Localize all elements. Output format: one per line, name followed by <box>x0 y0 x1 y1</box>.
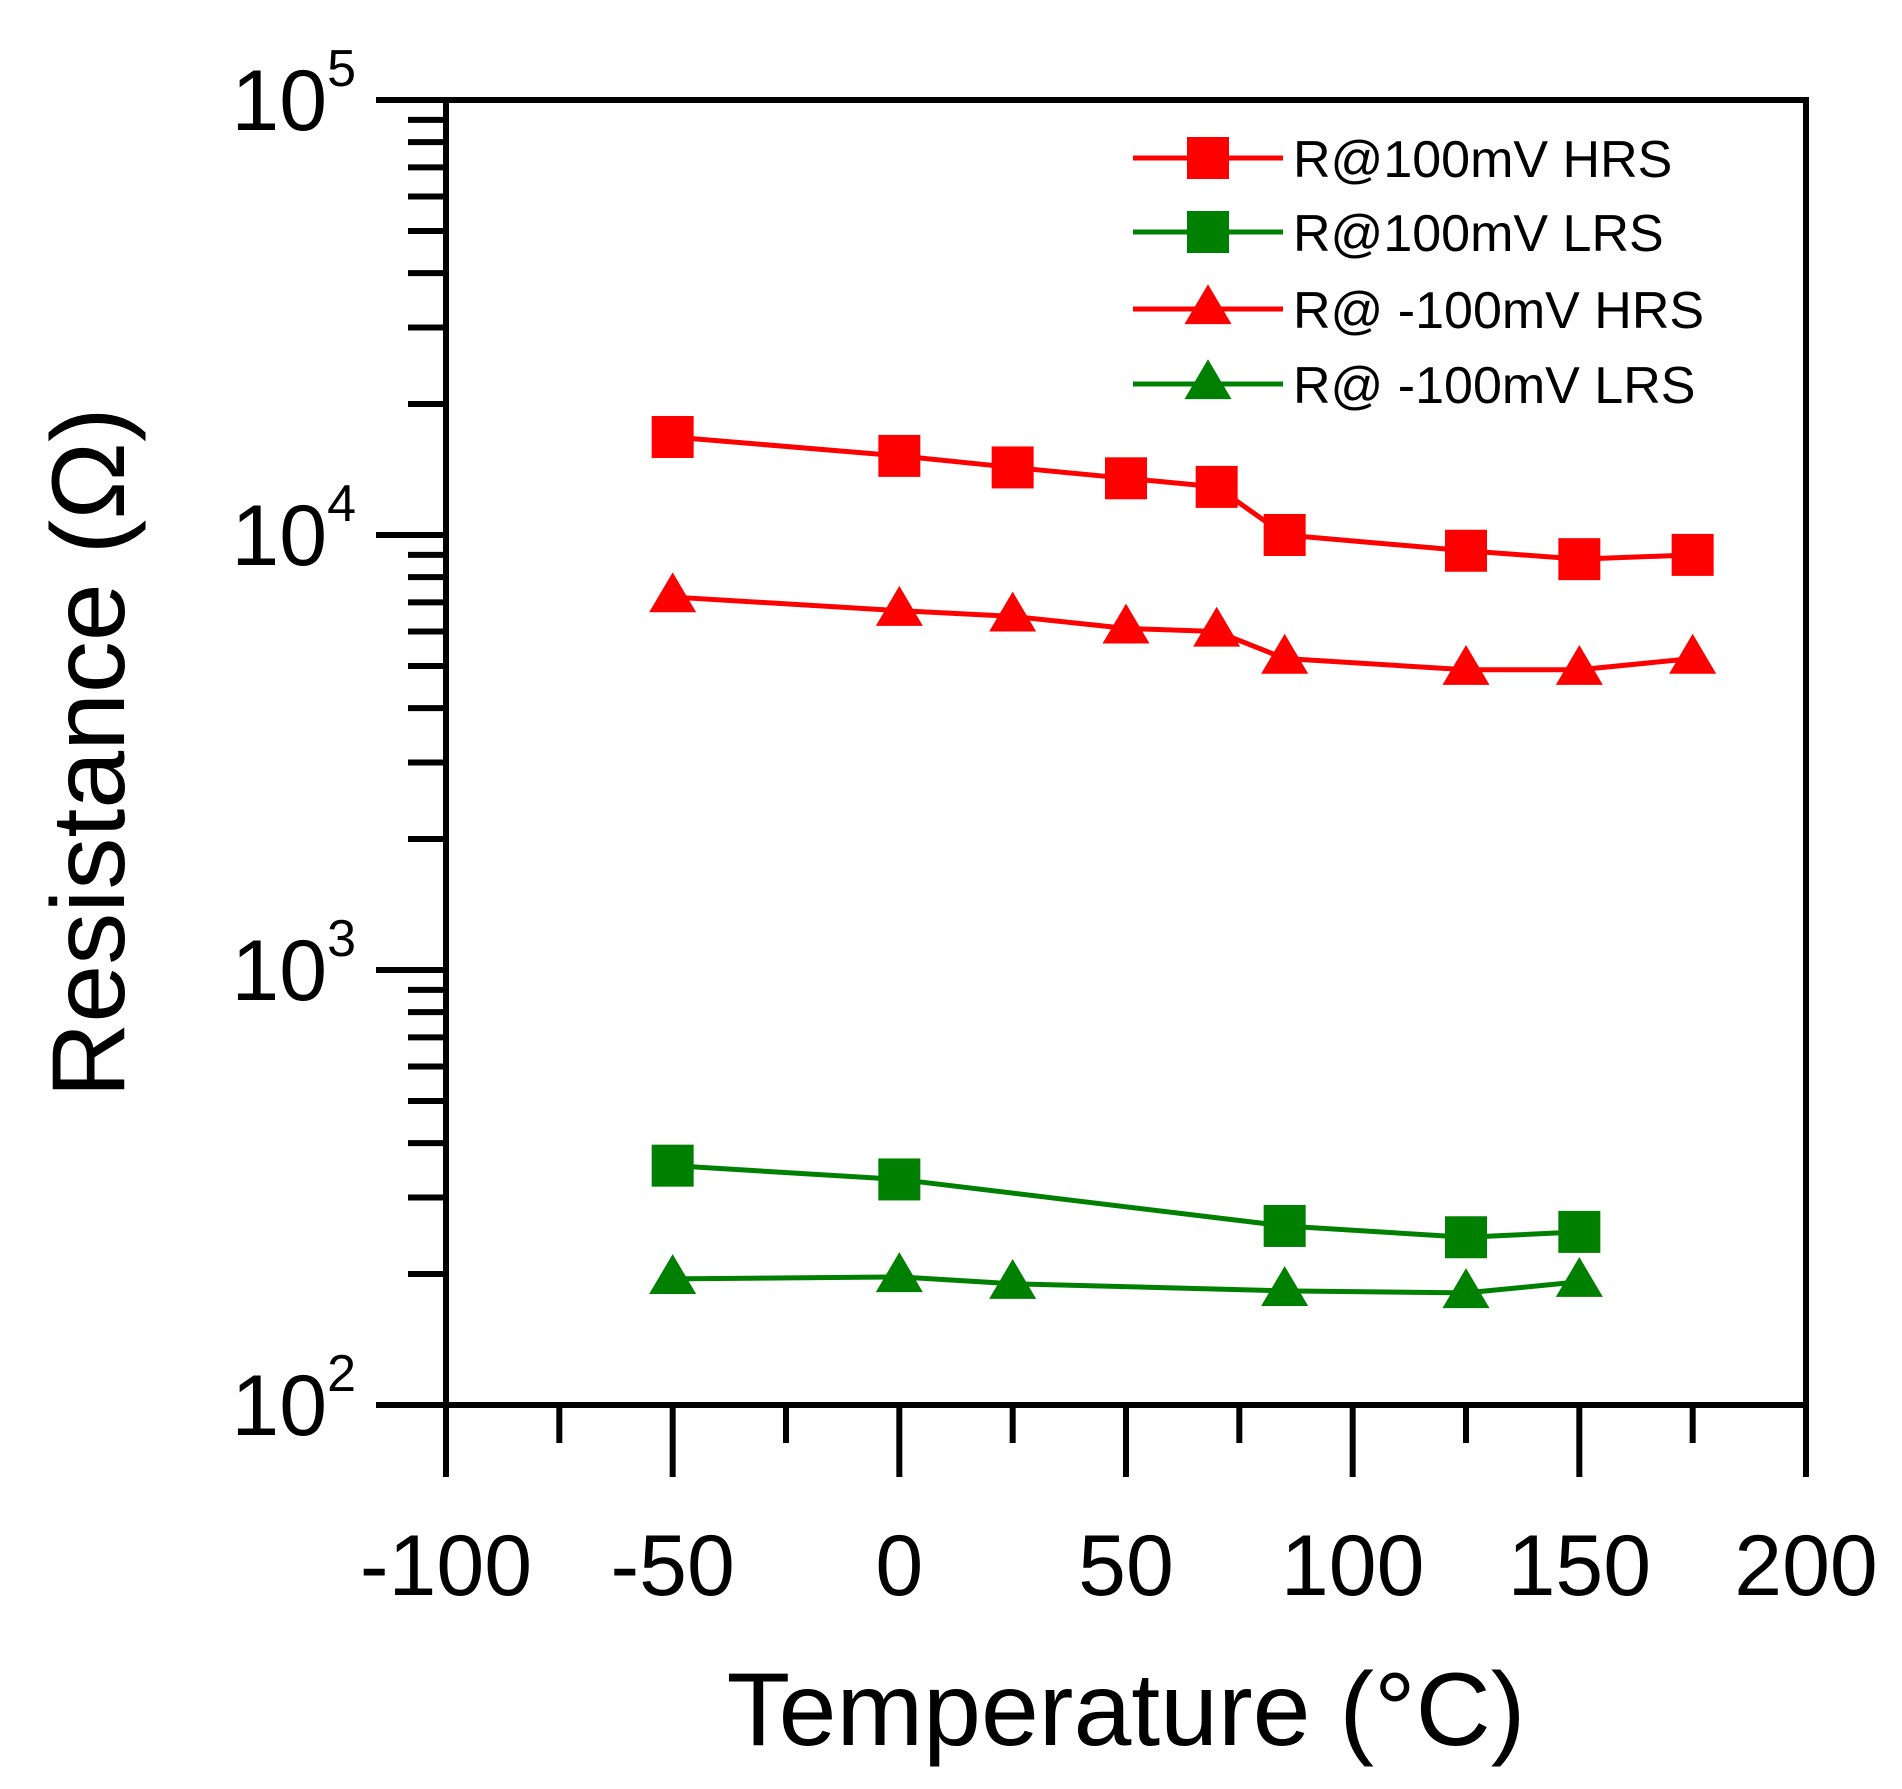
data-point <box>878 1158 921 1201</box>
y-tick-label: 104 <box>231 475 356 584</box>
data-point <box>1105 457 1147 500</box>
data-point <box>1555 1257 1603 1297</box>
legend-entry: R@ -100mV HRS <box>1133 282 1704 340</box>
data-point <box>989 1259 1037 1299</box>
data-point <box>1102 603 1150 644</box>
data-point <box>991 446 1034 489</box>
series-lines <box>672 434 1693 1296</box>
data-point <box>1558 1210 1601 1253</box>
x-tick-label: 0 <box>875 1518 923 1614</box>
legend-marker <box>1187 211 1229 253</box>
series-line-0 <box>672 434 1693 562</box>
x-axis-title: Temperature (°C) <box>727 1652 1526 1768</box>
data-point <box>651 1144 694 1187</box>
data-point <box>1669 633 1717 674</box>
y-tick-exponent: 5 <box>327 40 356 98</box>
legend-marker <box>1184 359 1232 400</box>
series-line-2 <box>672 594 1693 673</box>
y-tick-base: 10 <box>231 923 327 1019</box>
data-point <box>875 1252 923 1293</box>
x-tick-label: 100 <box>1281 1518 1425 1614</box>
x-tick-label: -50 <box>611 1518 735 1614</box>
y-tick-exponent: 2 <box>327 1345 356 1403</box>
data-point <box>649 1254 697 1294</box>
data-point <box>1263 514 1306 556</box>
y-tick-base: 10 <box>231 1358 327 1454</box>
x-tick-label: 50 <box>1078 1518 1174 1614</box>
y-tick-label: 103 <box>231 910 356 1019</box>
data-point <box>875 585 923 626</box>
data-point <box>651 415 694 458</box>
y-tick-exponent: 3 <box>327 910 356 968</box>
x-tick-label: -100 <box>360 1518 532 1614</box>
y-tick-label: 105 <box>231 40 356 149</box>
data-point <box>1558 538 1601 581</box>
legend-label: R@100mV LRS <box>1293 205 1664 263</box>
y-tick-exponent: 4 <box>327 475 356 533</box>
data-point <box>878 434 921 477</box>
data-point <box>1261 633 1309 674</box>
legend-label: R@ -100mV LRS <box>1293 357 1695 415</box>
data-point <box>1442 1268 1490 1309</box>
plot-frame <box>443 97 1809 1408</box>
data-point <box>1445 529 1487 572</box>
data-point <box>1263 1204 1306 1247</box>
axis-ticks <box>376 97 1809 1477</box>
series-line-1 <box>672 1163 1580 1240</box>
series-line-3 <box>672 1274 1580 1296</box>
y-axis-title: Resistance (Ω) <box>31 407 147 1097</box>
data-point <box>1261 1266 1309 1306</box>
data-point <box>1442 645 1490 685</box>
data-point <box>1671 533 1714 576</box>
data-point <box>989 591 1037 632</box>
series-markers <box>649 415 1717 1309</box>
x-tick-label: 200 <box>1734 1518 1878 1614</box>
legend: R@100mV HRS R@100mV LRS R@ -100mV HRS R@ -1… <box>1133 131 1704 415</box>
legend-entry: R@100mV LRS <box>1133 205 1664 263</box>
data-point <box>1445 1216 1487 1259</box>
data-point <box>1193 606 1241 647</box>
legend-label: R@ -100mV HRS <box>1293 282 1704 340</box>
legend-marker <box>1184 284 1232 325</box>
y-tick-label: 102 <box>231 1345 356 1454</box>
y-tick-base: 10 <box>231 488 327 584</box>
legend-entry: R@100mV HRS <box>1133 131 1672 189</box>
data-point <box>1195 465 1238 508</box>
legend-entry: R@ -100mV LRS <box>1133 357 1695 415</box>
legend-marker <box>1187 137 1229 179</box>
y-tick-base: 10 <box>231 53 327 149</box>
data-point <box>649 572 697 613</box>
legend-label: R@100mV HRS <box>1293 131 1672 189</box>
data-point <box>1555 645 1603 685</box>
x-tick-label: 150 <box>1508 1518 1652 1614</box>
